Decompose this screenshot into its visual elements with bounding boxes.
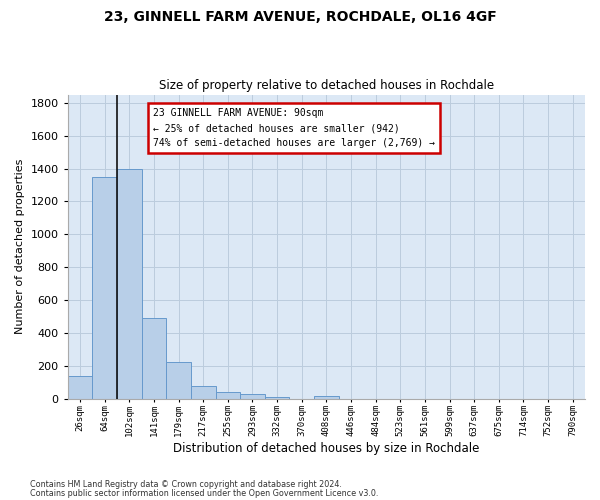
X-axis label: Distribution of detached houses by size in Rochdale: Distribution of detached houses by size … [173, 442, 479, 455]
Y-axis label: Number of detached properties: Number of detached properties [15, 159, 25, 334]
Bar [166, 362, 191, 399]
Bar [215, 392, 240, 398]
Text: 23 GINNELL FARM AVENUE: 90sqm
← 25% of detached houses are smaller (942)
74% of : 23 GINNELL FARM AVENUE: 90sqm ← 25% of d… [153, 108, 435, 148]
Bar [191, 386, 215, 398]
Text: Contains public sector information licensed under the Open Government Licence v3: Contains public sector information licen… [30, 488, 379, 498]
Bar [117, 168, 142, 398]
Text: Contains HM Land Registry data © Crown copyright and database right 2024.: Contains HM Land Registry data © Crown c… [30, 480, 342, 489]
Bar [314, 396, 338, 398]
Bar [68, 376, 92, 398]
Title: Size of property relative to detached houses in Rochdale: Size of property relative to detached ho… [159, 79, 494, 92]
Bar [240, 394, 265, 398]
Bar [92, 176, 117, 398]
Bar [265, 396, 289, 398]
Bar [142, 318, 166, 398]
Text: 23, GINNELL FARM AVENUE, ROCHDALE, OL16 4GF: 23, GINNELL FARM AVENUE, ROCHDALE, OL16 … [104, 10, 496, 24]
